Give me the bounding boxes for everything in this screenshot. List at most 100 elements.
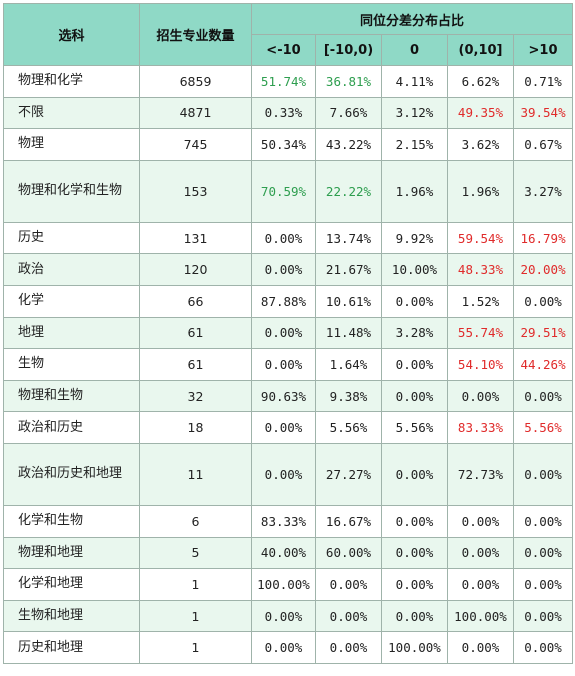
subject-cell: 生物 bbox=[3, 348, 140, 381]
percent-cell: 3.62% bbox=[447, 128, 514, 161]
percent-cell: 50.34% bbox=[251, 128, 316, 161]
subject-cell: 物理 bbox=[3, 128, 140, 161]
percent-cell: 100.00% bbox=[251, 568, 316, 601]
subject-cell: 政治 bbox=[3, 253, 140, 286]
percent-cell: 48.33% bbox=[447, 253, 514, 286]
table-row: 物理和化学和生物 153 70.59% 22.22% 1.96% 1.96% 3.27% bbox=[3, 159, 574, 223]
percent-cell: 100.00% bbox=[447, 599, 514, 633]
table-row: 物理和生物 32 90.63% 9.38% 0.00% 0.00% 0.00% bbox=[3, 379, 574, 413]
percent-cell: 10.00% bbox=[381, 253, 448, 286]
percent-cell: 83.33% bbox=[447, 411, 514, 444]
table-row: 历史和地理 1 0.00% 0.00% 100.00% 0.00% 0.00% bbox=[3, 631, 574, 664]
percent-cell: 0.00% bbox=[251, 442, 316, 506]
percent-cell: 0.00% bbox=[315, 599, 382, 633]
percent-cell: 1.64% bbox=[315, 348, 382, 381]
percent-cell: 0.00% bbox=[381, 536, 448, 570]
count-cell: 18 bbox=[139, 411, 252, 444]
percent-cell: 59.54% bbox=[447, 221, 514, 255]
percent-cell: 29.51% bbox=[512, 316, 574, 350]
header-count: 招生专业数量 bbox=[139, 3, 252, 66]
percent-cell: 22.22% bbox=[315, 159, 382, 223]
header-bin: 0 bbox=[381, 34, 448, 66]
percent-cell: 11.48% bbox=[315, 316, 382, 350]
percent-cell: 21.67% bbox=[315, 253, 382, 286]
percent-cell: 54.10% bbox=[447, 348, 514, 381]
percent-cell: 0.00% bbox=[512, 536, 574, 570]
percent-cell: 1.52% bbox=[447, 284, 514, 318]
percent-cell: 0.00% bbox=[251, 348, 316, 381]
percent-cell: 0.00% bbox=[381, 568, 448, 601]
count-cell: 120 bbox=[139, 253, 252, 286]
count-cell: 5 bbox=[139, 536, 252, 570]
table-row: 物理 745 50.34% 43.22% 2.15% 3.62% 0.67% bbox=[3, 128, 574, 161]
table-row: 化学和地理 1 100.00% 0.00% 0.00% 0.00% 0.00% bbox=[3, 568, 574, 601]
table-row: 地理 61 0.00% 11.48% 3.28% 55.74% 29.51% bbox=[3, 316, 574, 350]
subject-cell: 不限 bbox=[3, 96, 140, 130]
percent-cell: 90.63% bbox=[251, 379, 316, 413]
table-row: 政治 120 0.00% 21.67% 10.00% 48.33% 20.00% bbox=[3, 253, 574, 286]
percent-cell: 0.00% bbox=[447, 568, 514, 601]
table-row: 物理和化学 6859 51.74% 36.81% 4.11% 6.62% 0.71% bbox=[3, 65, 574, 98]
percent-cell: 72.73% bbox=[447, 442, 514, 506]
percent-cell: 36.81% bbox=[315, 65, 382, 98]
table-row: 物理和地理 5 40.00% 60.00% 0.00% 0.00% 0.00% bbox=[3, 536, 574, 570]
count-cell: 6 bbox=[139, 504, 252, 538]
percent-cell: 49.35% bbox=[447, 96, 514, 130]
percent-cell: 3.27% bbox=[512, 159, 574, 223]
percent-cell: 5.56% bbox=[512, 411, 574, 444]
percent-cell: 0.00% bbox=[315, 568, 382, 601]
percent-cell: 39.54% bbox=[512, 96, 574, 130]
table-row: 生物和地理 1 0.00% 0.00% 0.00% 100.00% 0.00% bbox=[3, 599, 574, 633]
percent-cell: 0.71% bbox=[512, 65, 574, 98]
percent-cell: 51.74% bbox=[251, 65, 316, 98]
percent-cell: 0.00% bbox=[512, 599, 574, 633]
percent-cell: 70.59% bbox=[251, 159, 316, 223]
percent-cell: 60.00% bbox=[315, 536, 382, 570]
percent-cell: 0.00% bbox=[512, 442, 574, 506]
count-cell: 61 bbox=[139, 348, 252, 381]
percent-cell: 13.74% bbox=[315, 221, 382, 255]
percent-cell: 0.00% bbox=[512, 504, 574, 538]
subject-cell: 物理和化学 bbox=[3, 65, 140, 98]
percent-cell: 5.56% bbox=[315, 411, 382, 444]
percent-cell: 0.00% bbox=[381, 284, 448, 318]
percent-cell: 2.15% bbox=[381, 128, 448, 161]
percent-cell: 0.00% bbox=[251, 221, 316, 255]
subject-cell: 生物和地理 bbox=[3, 599, 140, 633]
percent-cell: 10.61% bbox=[315, 284, 382, 318]
percent-cell: 0.00% bbox=[512, 568, 574, 601]
header-bin: <-10 bbox=[251, 34, 316, 66]
percent-cell: 0.00% bbox=[512, 284, 574, 318]
table-row: 政治和历史 18 0.00% 5.56% 5.56% 83.33% 5.56% bbox=[3, 411, 574, 444]
percent-cell: 1.96% bbox=[447, 159, 514, 223]
subject-cell: 化学和地理 bbox=[3, 568, 140, 601]
percent-cell: 0.00% bbox=[512, 631, 574, 664]
percent-cell: 0.00% bbox=[447, 379, 514, 413]
percent-cell: 20.00% bbox=[512, 253, 574, 286]
percent-cell: 0.00% bbox=[447, 631, 514, 664]
table-row: 历史 131 0.00% 13.74% 9.92% 59.54% 16.79% bbox=[3, 221, 574, 255]
percent-cell: 16.79% bbox=[512, 221, 574, 255]
table-row: 生物 61 0.00% 1.64% 0.00% 54.10% 44.26% bbox=[3, 348, 574, 381]
table-row: 化学 66 87.88% 10.61% 0.00% 1.52% 0.00% bbox=[3, 284, 574, 318]
percent-cell: 55.74% bbox=[447, 316, 514, 350]
percent-cell: 83.33% bbox=[251, 504, 316, 538]
percent-cell: 0.00% bbox=[512, 379, 574, 413]
percent-cell: 1.96% bbox=[381, 159, 448, 223]
table-row: 化学和生物 6 83.33% 16.67% 0.00% 0.00% 0.00% bbox=[3, 504, 574, 538]
percent-cell: 43.22% bbox=[315, 128, 382, 161]
percent-cell: 0.00% bbox=[251, 253, 316, 286]
subject-cell: 物理和生物 bbox=[3, 379, 140, 413]
count-cell: 1 bbox=[139, 568, 252, 601]
percent-cell: 0.00% bbox=[381, 504, 448, 538]
count-cell: 6859 bbox=[139, 65, 252, 98]
percent-cell: 0.00% bbox=[315, 631, 382, 664]
header-subject: 选科 bbox=[3, 3, 140, 66]
percent-cell: 3.28% bbox=[381, 316, 448, 350]
percent-cell: 6.62% bbox=[447, 65, 514, 98]
count-cell: 66 bbox=[139, 284, 252, 318]
percent-cell: 16.67% bbox=[315, 504, 382, 538]
percent-cell: 87.88% bbox=[251, 284, 316, 318]
percent-cell: 5.56% bbox=[381, 411, 448, 444]
percent-cell: 3.12% bbox=[381, 96, 448, 130]
